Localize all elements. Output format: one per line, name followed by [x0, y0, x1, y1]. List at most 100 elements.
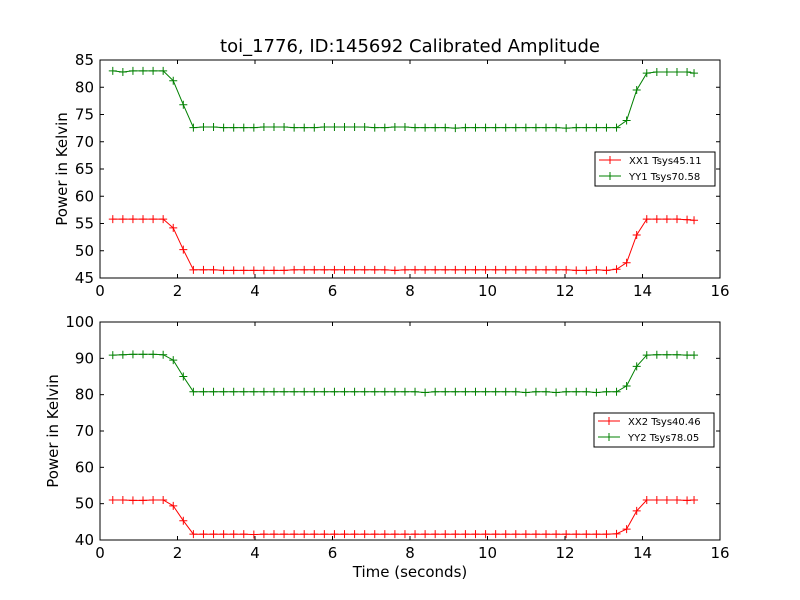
data-point — [690, 69, 699, 78]
legend: XX1 Tsys45.11 YY1 Tsys70.58 — [594, 151, 716, 187]
data-point — [280, 266, 289, 275]
data-point — [209, 265, 218, 274]
data-point — [592, 123, 601, 132]
data-point — [219, 123, 228, 132]
data-point — [642, 215, 651, 224]
data-point — [441, 265, 450, 274]
data-point — [552, 123, 561, 132]
data-point — [239, 530, 248, 539]
legend: XX2 Tsys40.46 YY2 Tsys78.05 — [593, 412, 715, 448]
data-point — [108, 351, 117, 360]
data-point — [189, 123, 198, 132]
data-point — [149, 496, 158, 505]
data-point — [340, 123, 349, 132]
data-point — [411, 530, 420, 539]
y-tick-label: 80 — [75, 386, 94, 404]
data-point — [139, 66, 148, 75]
legend-label: YY1 Tsys70.58 — [628, 172, 700, 183]
data-point — [118, 496, 127, 505]
data-point — [280, 387, 289, 396]
data-point — [199, 387, 208, 396]
y-axis-label: Power in Kelvin — [53, 112, 71, 226]
x-tick-label: 16 — [710, 544, 729, 562]
x-tick-label: 8 — [405, 544, 415, 562]
data-point — [511, 265, 520, 274]
data-point — [118, 350, 127, 359]
data-point — [199, 530, 208, 539]
data-point — [259, 387, 268, 396]
data-point — [552, 530, 561, 539]
data-point — [572, 530, 581, 539]
x-tick-label: 10 — [478, 544, 497, 562]
data-point — [572, 387, 581, 396]
data-point — [189, 387, 198, 396]
data-point — [521, 123, 530, 132]
data-point — [300, 265, 309, 274]
data-point — [300, 530, 309, 539]
legend-marker — [605, 417, 613, 425]
data-point — [370, 530, 379, 539]
legend-label: XX1 Tsys45.11 — [629, 156, 702, 167]
data-point — [451, 124, 460, 133]
data-point — [672, 67, 681, 76]
y-axis-label: Power in Kelvin — [44, 374, 62, 488]
data-point — [159, 350, 168, 359]
data-point — [400, 530, 409, 539]
data-point — [542, 530, 551, 539]
x-tick-label: 0 — [95, 544, 105, 562]
data-point — [169, 501, 178, 510]
data-point — [380, 530, 389, 539]
legend-marker — [605, 433, 613, 441]
data-point — [642, 351, 651, 360]
data-point — [219, 387, 228, 396]
data-point — [511, 387, 520, 396]
data-point — [542, 265, 551, 274]
x-tick-label: 8 — [405, 282, 415, 300]
data-point — [340, 265, 349, 274]
data-point — [219, 266, 228, 275]
data-point — [521, 388, 530, 397]
data-point — [139, 496, 148, 505]
data-point — [652, 215, 661, 224]
data-point — [582, 530, 591, 539]
data-point — [269, 266, 278, 275]
data-point — [431, 387, 440, 396]
data-point — [431, 530, 440, 539]
data-point — [652, 350, 661, 359]
data-point — [683, 351, 692, 360]
data-point — [370, 387, 379, 396]
data-point — [531, 387, 540, 396]
data-point — [542, 387, 551, 396]
x-tick-label: 14 — [633, 282, 652, 300]
data-point — [501, 530, 510, 539]
data-point — [683, 496, 692, 505]
data-point — [622, 381, 631, 390]
data-point — [390, 530, 399, 539]
y-tick-label: 100 — [65, 313, 94, 331]
data-point — [189, 530, 198, 539]
data-point — [451, 265, 460, 274]
data-point — [310, 265, 319, 274]
data-point — [572, 123, 581, 132]
data-point — [380, 123, 389, 132]
data-point — [411, 265, 420, 274]
y-tick-label: 85 — [75, 51, 94, 69]
legend-marker — [606, 156, 614, 164]
x-tick-label: 16 — [710, 282, 729, 300]
data-point — [320, 387, 329, 396]
y-tick-label: 60 — [75, 187, 94, 205]
data-point — [118, 67, 127, 76]
data-point — [690, 216, 699, 225]
data-point — [390, 266, 399, 275]
data-point — [431, 265, 440, 274]
data-point — [421, 123, 430, 132]
data-point — [159, 496, 168, 505]
data-point — [159, 66, 168, 75]
legend-label: XX2 Tsys40.46 — [628, 417, 701, 428]
data-point — [139, 350, 148, 359]
data-point — [290, 530, 299, 539]
data-point — [229, 387, 238, 396]
data-point — [411, 387, 420, 396]
data-point — [350, 530, 359, 539]
y-tick-label: 65 — [75, 160, 94, 178]
